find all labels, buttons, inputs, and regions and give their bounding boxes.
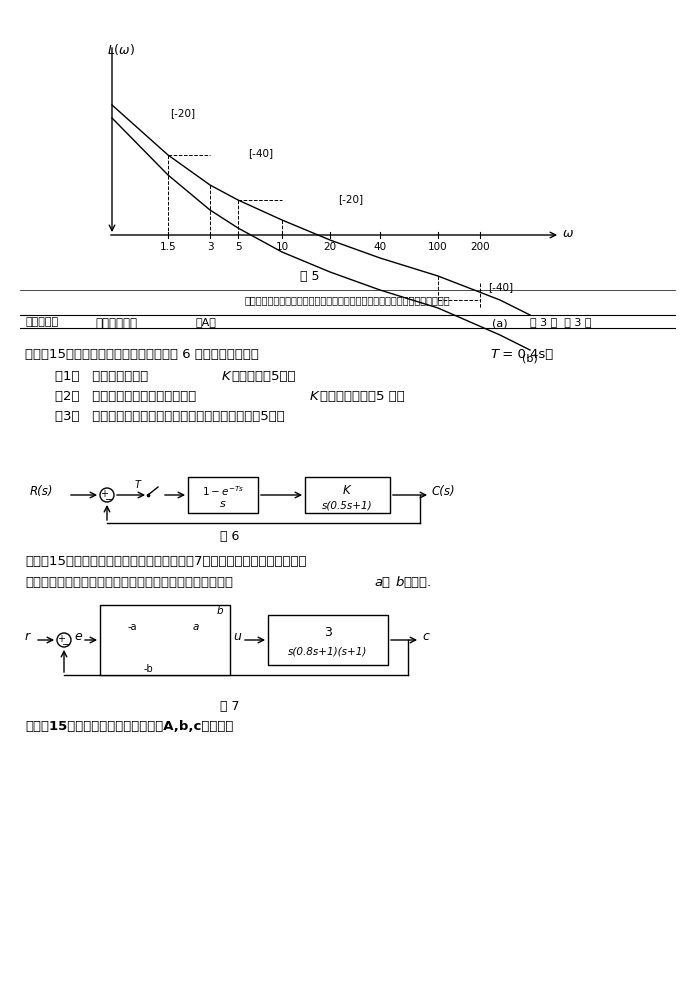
FancyBboxPatch shape [188, 477, 258, 513]
Text: u: u [233, 629, 241, 642]
Text: [-20]: [-20] [338, 194, 363, 204]
Text: 振荡，试采用描述函数法确定图１中非线性环节的特性参数: 振荡，试采用描述函数法确定图１中非线性环节的特性参数 [25, 576, 233, 589]
FancyBboxPatch shape [100, 605, 230, 675]
Text: r: r [25, 629, 30, 642]
Text: (a): (a) [492, 318, 508, 328]
Text: $\omega$: $\omega$ [562, 227, 574, 240]
Text: 九、（15分）设一个线性定常系统｛A,b,c｝，其中: 九、（15分）设一个线性定常系统｛A,b,c｝，其中 [25, 720, 234, 733]
Text: $L(\omega)$: $L(\omega)$ [107, 42, 135, 57]
Text: 图 6: 图 6 [220, 530, 240, 543]
Text: C(s): C(s) [432, 484, 456, 498]
Text: c: c [422, 629, 429, 642]
Text: +: + [57, 634, 65, 644]
Text: 图 5: 图 5 [300, 270, 320, 283]
Text: s(0.5s+1): s(0.5s+1) [322, 500, 373, 510]
Text: （2）   去掉系统的零阶保持器，再求: （2） 去掉系统的零阶保持器，再求 [55, 390, 196, 403]
Text: K: K [222, 370, 231, 383]
Text: −: − [62, 640, 70, 650]
Text: 的数值.: 的数值. [403, 576, 431, 589]
Text: 自动控制原理: 自动控制原理 [95, 317, 137, 330]
Text: −: − [105, 495, 113, 505]
Text: = 0.4s，: = 0.4s， [498, 348, 553, 361]
Text: a: a [193, 622, 199, 632]
Text: 3: 3 [324, 626, 332, 638]
Text: 答案必须写在答题纸上，写在试题或草稿纸上不给分；答题纸上写明考试科目。: 答案必须写在答题纸上，写在试题或草稿纸上不给分；答题纸上写明考试科目。 [244, 295, 450, 305]
Text: 10: 10 [275, 242, 288, 252]
Text: K: K [343, 483, 351, 497]
Text: K: K [310, 390, 319, 403]
Text: b: b [217, 606, 223, 616]
Text: $1-e^{-Ts}$: $1-e^{-Ts}$ [202, 484, 244, 498]
Text: 100: 100 [428, 242, 448, 252]
Text: -a: -a [127, 622, 137, 632]
Text: 5: 5 [235, 242, 241, 252]
Text: [-40]: [-40] [488, 282, 513, 292]
Text: T: T [135, 480, 141, 490]
Text: s(0.8s+1)(s+1): s(0.8s+1)(s+1) [288, 647, 368, 657]
Text: 值范围。（5分）: 值范围。（5分） [231, 370, 295, 383]
Text: 3: 3 [206, 242, 213, 252]
Text: （3）   说明零阶保持器的引入对系统稳定性的影响。（5分）: （3） 说明零阶保持器的引入对系统稳定性的影响。（5分） [55, 410, 285, 423]
Text: R(s): R(s) [30, 484, 54, 498]
Text: 七、（15分）已知采样控制系统结构如图 6 所示，设采样周期: 七、（15分）已知采样控制系统结构如图 6 所示，设采样周期 [25, 348, 259, 361]
Text: +: + [100, 489, 108, 499]
Text: [-20]: [-20] [170, 108, 195, 118]
Text: 第 3 页  共 3 页: 第 3 页 共 3 页 [530, 317, 591, 327]
Text: 1.5: 1.5 [160, 242, 177, 252]
Text: [-40]: [-40] [248, 148, 273, 158]
Circle shape [100, 488, 114, 502]
Text: s: s [220, 499, 226, 509]
Text: （A）: （A） [195, 317, 216, 327]
Text: 图 7: 图 7 [220, 700, 240, 713]
Circle shape [57, 633, 71, 647]
Text: 试题名称：: 试题名称： [25, 317, 58, 327]
Text: （1）   求使系统稳定的: （1） 求使系统稳定的 [55, 370, 148, 383]
Text: e: e [74, 629, 82, 642]
Text: (b): (b) [522, 353, 538, 363]
Text: b: b [396, 576, 404, 589]
Text: 20: 20 [323, 242, 336, 252]
FancyBboxPatch shape [305, 477, 390, 513]
Text: 200: 200 [471, 242, 490, 252]
Text: 八、（15分）已知非线性控制系统的结构如图7所示，为了使系统不产生自持: 八、（15分）已知非线性控制系统的结构如图7所示，为了使系统不产生自持 [25, 555, 306, 568]
Text: 的稳定范围。（5 分）: 的稳定范围。（5 分） [320, 390, 404, 403]
Text: 和: 和 [381, 576, 389, 589]
Text: a: a [374, 576, 382, 589]
Text: T: T [490, 348, 498, 361]
FancyBboxPatch shape [268, 615, 388, 665]
Text: 40: 40 [373, 242, 386, 252]
Text: -b: -b [143, 664, 153, 674]
